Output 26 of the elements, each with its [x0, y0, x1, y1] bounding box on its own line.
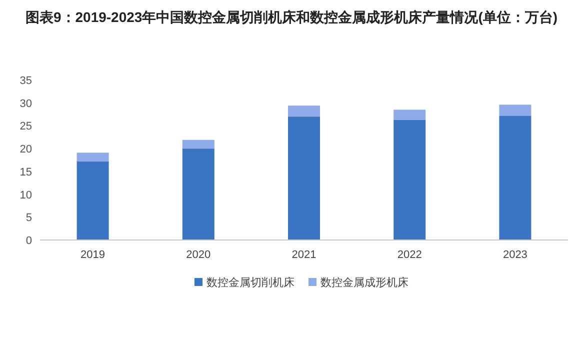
- y-tick-label: 35: [20, 75, 32, 87]
- y-tick-label: 10: [20, 189, 32, 202]
- bar: [499, 116, 532, 240]
- x-tick-label: 2020: [186, 249, 211, 261]
- bar: [394, 120, 426, 240]
- legend-label: 数控金属成形机床: [320, 276, 408, 289]
- bar: [76, 161, 109, 240]
- y-tick-label: 0: [26, 235, 32, 247]
- x-tick-label: 2021: [292, 249, 316, 261]
- title: 图表9：2019-2023年中国数控金属切削机床和数控金属成形机床产量情况(单位：万台): [25, 9, 558, 25]
- bar: [182, 140, 214, 149]
- bar: [394, 110, 426, 120]
- y-tick-label: 30: [20, 98, 32, 110]
- legend-label: 数控金属切削机床: [206, 276, 294, 289]
- x-tick-label: 2019: [80, 249, 106, 261]
- y-tick-label: 20: [20, 144, 32, 156]
- x-tick-label: 2022: [397, 249, 422, 261]
- bar: [499, 104, 532, 116]
- bar: [288, 116, 320, 240]
- y-tick-label: 25: [20, 120, 32, 133]
- bar: [288, 106, 320, 117]
- y-tick-label: 5: [26, 212, 32, 224]
- y-tick-label: 15: [20, 166, 32, 178]
- bar: [76, 152, 109, 162]
- bar: [182, 148, 214, 240]
- x-tick-label: 2023: [502, 249, 528, 261]
